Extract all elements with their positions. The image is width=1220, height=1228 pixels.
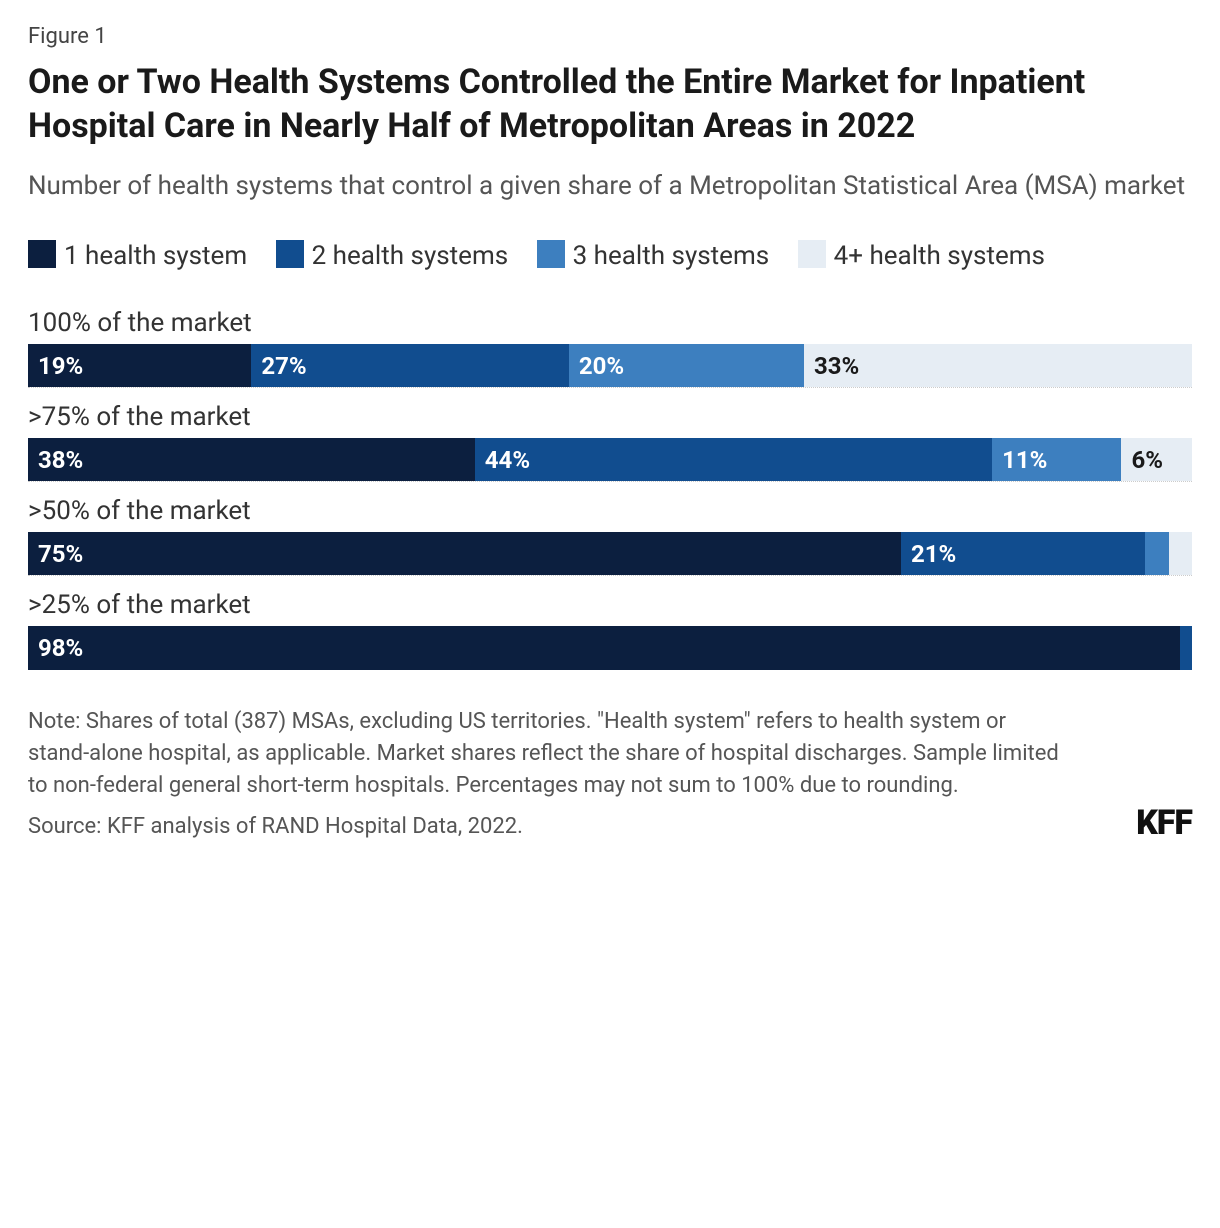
stacked-bar-chart: 100% of the market19%27%20%33%>75% of th… [28,302,1192,670]
legend-item: 1 health system [28,241,247,271]
row-label: 100% of the market [28,302,1192,344]
legend-label: 3 health systems [573,241,770,271]
bar-segment [1145,532,1168,575]
bar-segment: 19% [28,344,251,387]
legend-item: 4+ health systems [798,241,1045,271]
stacked-bar: 98% [28,626,1192,670]
chart-row: >50% of the market75%21% [28,490,1192,576]
chart-row: 100% of the market19%27%20%33% [28,302,1192,388]
legend-label: 1 health system [64,241,247,271]
stacked-bar: 38%44%11%6% [28,438,1192,482]
row-label: >75% of the market [28,396,1192,438]
bar-segment [1180,626,1192,670]
bar-segment: 38% [28,438,475,481]
stacked-bar: 75%21% [28,532,1192,576]
legend-label: 2 health systems [312,241,509,271]
legend-item: 2 health systems [276,241,509,271]
chart-row: >75% of the market38%44%11%6% [28,396,1192,482]
bar-segment: 98% [28,626,1180,670]
legend-swatch [276,240,304,268]
bar-segment: 21% [901,532,1145,575]
bar-segment: 11% [992,438,1121,481]
bar-segment [1169,532,1192,575]
bar-segment: 33% [804,344,1192,387]
row-label: >50% of the market [28,490,1192,532]
legend: 1 health system 2 health systems 3 healt… [28,230,1192,282]
chart-subtitle: Number of health systems that control a … [28,168,1192,204]
chart-row: >25% of the market98% [28,584,1192,670]
chart-note: Note: Shares of total (387) MSAs, exclud… [28,706,1068,802]
bar-segment: 75% [28,532,901,575]
chart-source: Source: KFF analysis of RAND Hospital Da… [28,814,1192,839]
bar-segment: 20% [569,344,804,387]
stacked-bar: 19%27%20%33% [28,344,1192,388]
chart-title: One or Two Health Systems Controlled the… [28,61,1192,148]
legend-swatch [798,240,826,268]
bar-segment: 27% [251,344,568,387]
row-label: >25% of the market [28,584,1192,626]
legend-item: 3 health systems [537,241,770,271]
bar-segment: 6% [1121,438,1192,481]
legend-swatch [28,240,56,268]
kff-logo: KFF [1136,803,1192,843]
figure-label: Figure 1 [28,24,1192,49]
legend-swatch [537,240,565,268]
legend-label: 4+ health systems [834,241,1045,271]
bar-segment: 44% [475,438,992,481]
chart-footer: Note: Shares of total (387) MSAs, exclud… [28,706,1192,839]
